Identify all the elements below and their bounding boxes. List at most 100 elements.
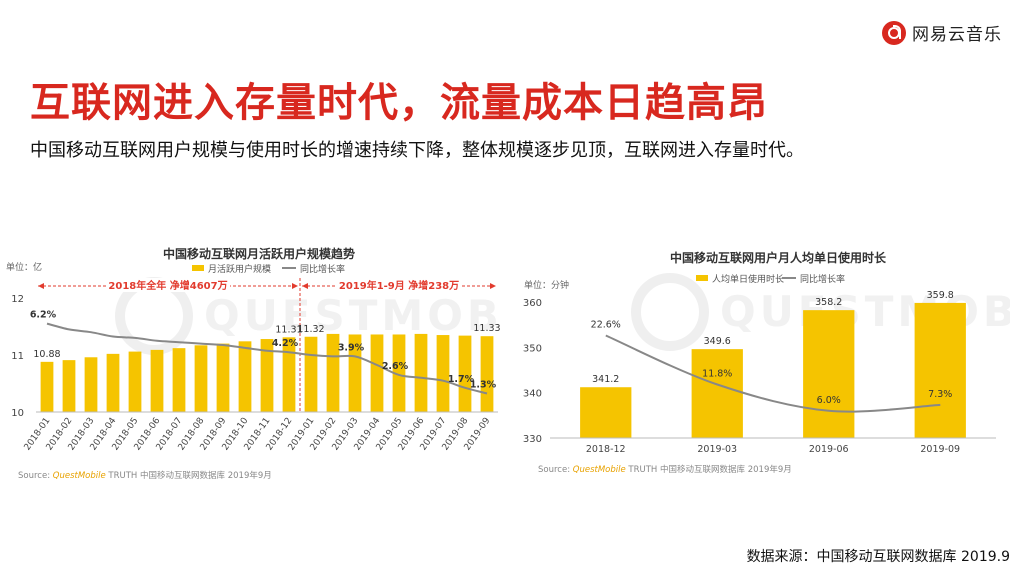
data-source-note: 数据来源：中国移动互联网数据库 2019.9 <box>746 549 1010 565</box>
bar <box>914 302 966 438</box>
bar <box>392 334 406 412</box>
bar <box>691 349 743 438</box>
legend-label-bar: 人均单日使用时长 <box>712 273 784 285</box>
bar-value-label: 11.32 <box>297 324 324 335</box>
bar-value-label: 10.88 <box>33 349 60 360</box>
x-tick-label: 2019-03 <box>697 444 737 455</box>
legend-label-line: 同比增长率 <box>300 263 345 275</box>
chart-title: 中国移动互联网月活跃用户规模趋势 <box>163 246 355 261</box>
source-prefix: Source: <box>18 471 53 481</box>
bar <box>62 360 76 412</box>
bar-value-label: 11.31 <box>275 324 302 335</box>
chart-source: Source: QuestMobile TRUTH 中国移动互联网数据库 201… <box>538 464 792 475</box>
bar <box>216 343 230 412</box>
bar <box>348 334 362 412</box>
bar <box>803 310 855 438</box>
page-title: 互联网进入存量时代，流量成本日趋高昂 <box>30 80 768 126</box>
chart-legend: 月活跃用户规模 同比增长率 <box>192 263 345 275</box>
watermark-text: QUESTMOBILE <box>720 287 1010 336</box>
bar <box>260 339 274 412</box>
bar <box>580 387 632 438</box>
bar <box>436 335 450 412</box>
line-value-label: 1.3% <box>470 379 497 390</box>
line-value-label: 6.0% <box>817 395 841 406</box>
source-prefix: Source: <box>538 465 573 475</box>
legend-swatch-bar <box>192 265 204 271</box>
y-tick-label: 340 <box>523 389 542 400</box>
bar <box>326 333 340 412</box>
annotation-arrowhead-left <box>38 283 44 289</box>
line-value-label: 11.8% <box>702 369 732 380</box>
brand-name: 网易云音乐 <box>912 25 1002 45</box>
period-annotation: 2019年1-9月 净增238万 <box>302 278 496 292</box>
source-brand: QuestMobile <box>53 471 109 481</box>
bar-value-label: 341.2 <box>592 374 619 385</box>
legend-label-line: 同比增长率 <box>800 273 845 285</box>
bar <box>40 361 54 412</box>
bar <box>106 353 120 412</box>
annotation-label-bg <box>106 278 230 292</box>
unit-label: 单位：亿 <box>6 261 42 273</box>
line-value-label: 6.2% <box>30 310 57 321</box>
bar <box>194 345 208 412</box>
chart-source: Source: QuestMobile TRUTH 中国移动互联网数据库 201… <box>18 470 272 481</box>
x-tick-label: 2019-06 <box>809 444 849 455</box>
bar <box>480 336 494 412</box>
bar <box>84 357 98 412</box>
bar <box>282 337 296 412</box>
y-tick-label: 11 <box>11 351 24 362</box>
unit-label: 单位：分钟 <box>524 279 569 291</box>
growth-rate-line <box>46 322 488 395</box>
legend-label-bar: 月活跃用户规模 <box>208 263 271 275</box>
bar <box>304 336 318 412</box>
bar <box>128 351 142 412</box>
annotation-arrowhead-right <box>490 283 496 289</box>
legend-swatch-bar <box>696 275 708 281</box>
annotation-label: 2019年1-9月 净增238万 <box>339 279 459 292</box>
period-annotation: 2018年全年 净增4607万 <box>38 278 298 292</box>
bar <box>150 349 164 412</box>
x-tick-label: 2018-12 <box>586 444 626 455</box>
annotation-label-bg <box>337 278 461 292</box>
y-tick-label: 12 <box>11 294 24 305</box>
x-tick-label: 2019-09 <box>920 444 960 455</box>
y-tick-label: 350 <box>523 343 542 354</box>
bar-value-label: 11.33 <box>473 323 500 334</box>
line-value-label: 1.7% <box>448 374 475 385</box>
chart-legend: 人均单日使用时长 同比增长率 <box>696 273 845 285</box>
annotation-arrowhead-left <box>302 283 308 289</box>
annotation-label: 2018年全年 净增4607万 <box>108 279 227 292</box>
netease-cloud-music-logo-icon <box>882 20 906 45</box>
watermark-text: QUESTMOBILE <box>204 291 504 340</box>
source-rest: TRUTH 中国移动互联网数据库 2019年9月 <box>627 464 791 475</box>
bar <box>458 335 472 412</box>
line-value-label: 22.6% <box>591 320 621 331</box>
bar-value-label: 359.8 <box>927 290 954 301</box>
watermark: QUESTMOBILE <box>631 273 1024 351</box>
watermark-logo-icon <box>631 273 709 351</box>
source-rest: TRUTH 中国移动互联网数据库 2019年9月 <box>107 470 271 481</box>
y-tick-label: 330 <box>523 434 542 445</box>
line-value-label: 3.9% <box>338 342 365 353</box>
y-tick-label: 10 <box>11 408 24 419</box>
line-value-label: 4.2% <box>272 338 299 349</box>
line-value-label: 7.3% <box>928 389 952 400</box>
page-subtitle: 中国移动互联网用户规模与使用时长的增速持续下降，整体规模逐步见顶，互联网进入存量… <box>30 140 804 161</box>
chart-title: 中国移动互联网用户月人均单日使用时长 <box>670 250 887 265</box>
bar <box>370 334 384 412</box>
growth-rate-line <box>605 334 941 413</box>
y-tick-label: 360 <box>523 298 542 309</box>
bar <box>414 333 428 412</box>
source-brand: QuestMobile <box>573 465 629 475</box>
line-value-label: 2.6% <box>382 361 409 372</box>
bar-value-label: 349.6 <box>704 336 731 347</box>
annotation-arrowhead-right <box>292 283 298 289</box>
bar <box>172 348 186 412</box>
brand: 网易云音乐 <box>882 20 1002 45</box>
bar <box>238 341 252 412</box>
bar-value-label: 358.2 <box>815 297 842 308</box>
